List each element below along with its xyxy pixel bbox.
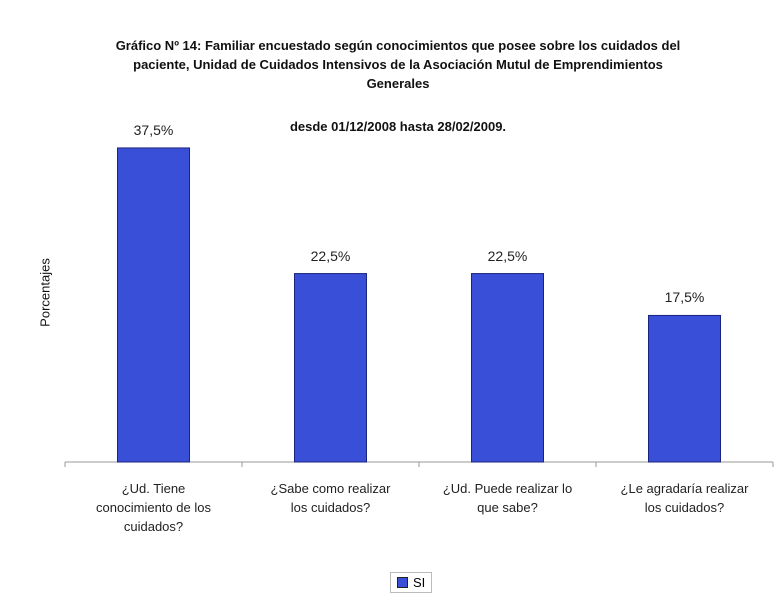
legend-swatch	[397, 577, 408, 588]
chart-subtitle: desde 01/12/2008 hasta 28/02/2009.	[289, 119, 507, 134]
data-label: 17,5%	[664, 289, 705, 306]
bar	[471, 273, 544, 463]
bar	[648, 314, 721, 463]
y-axis-label: Porcentajes	[37, 258, 53, 327]
x-tick-label: ¿Ud. Puede realizar lo que sabe?	[442, 481, 573, 515]
bar	[294, 273, 367, 463]
x-tick-label: ¿Ud. Tiene conocimiento de los cuidados?	[96, 481, 211, 534]
bar	[117, 147, 190, 463]
data-label: 22,5%	[487, 247, 528, 264]
x-tick-label: ¿Le agradaría realizar los cuidados?	[620, 481, 749, 515]
legend-label: SI	[413, 575, 426, 590]
legend: SI	[390, 572, 433, 593]
data-label: 37,5%	[133, 121, 174, 138]
data-label: 22,5%	[310, 247, 351, 264]
x-tick-label: ¿Sabe como realizar los cuidados?	[270, 481, 391, 515]
chart-title: Gráfico Nº 14: Familiar encuestado según…	[115, 38, 681, 91]
